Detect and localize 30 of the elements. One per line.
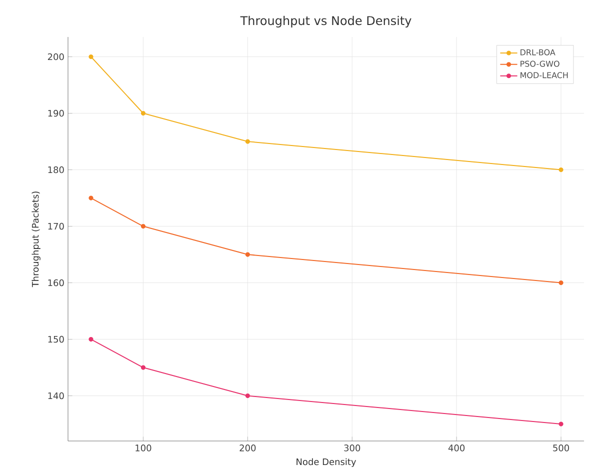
x-tick-label: 100: [136, 444, 152, 452]
legend-label: DRL-BOA: [520, 49, 556, 56]
y-tick-label: 160: [48, 279, 64, 286]
point: [558, 280, 564, 286]
point: [558, 167, 564, 172]
y-tick-label: 190: [48, 110, 64, 117]
point: [245, 139, 250, 144]
x-tick-label: 300: [344, 444, 360, 452]
point: [140, 224, 146, 229]
x-tick-label: 400: [448, 444, 465, 452]
x-axis-title: Node Density: [296, 458, 356, 467]
x-tick-label: 200: [240, 444, 256, 452]
point: [140, 365, 146, 370]
legend-label: PSO-GWO: [520, 60, 560, 67]
y-tick-label: 200: [48, 53, 64, 60]
legend-label: MOD-LEACH: [520, 72, 568, 78]
y-tick-label: 150: [48, 336, 64, 343]
point: [558, 422, 564, 426]
y-tick-label: 180: [48, 166, 64, 174]
x-tick-label: 500: [553, 444, 570, 452]
chart-title: Throughput vs Node Density: [240, 16, 412, 28]
y-axis-title: Throughput (Packets): [32, 192, 40, 288]
point: [88, 196, 94, 200]
point: [245, 393, 250, 398]
y-tick-label: 170: [48, 222, 64, 230]
point: [245, 252, 250, 257]
point: [140, 110, 146, 116]
point: [88, 336, 94, 342]
y-tick-label: 140: [48, 392, 64, 400]
point: [88, 54, 94, 60]
